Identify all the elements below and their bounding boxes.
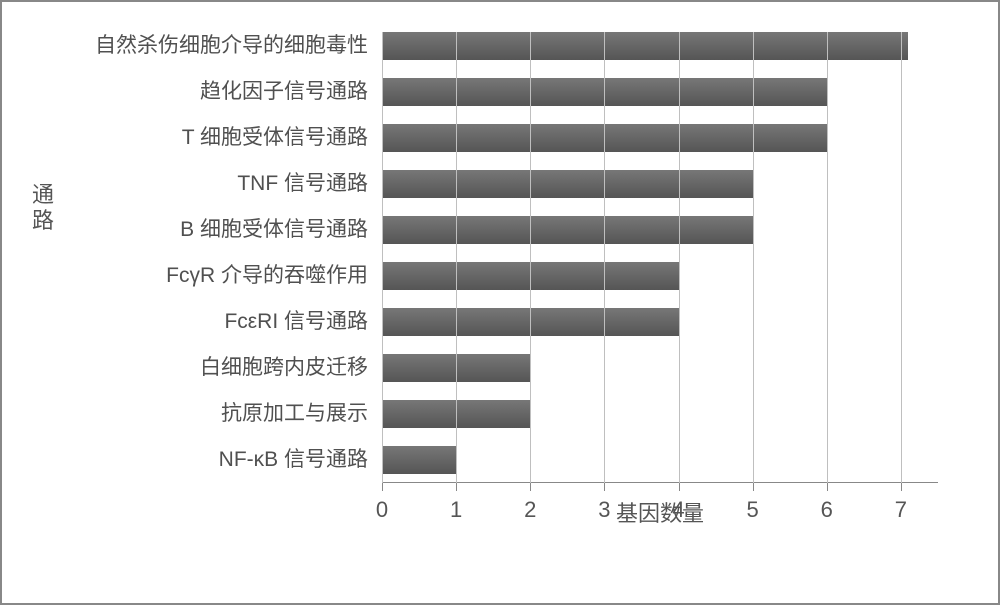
bar-row <box>382 170 938 198</box>
category-label: 白细胞跨内皮迁移 <box>38 354 368 382</box>
x-tick-label: 7 <box>895 497 907 523</box>
bar <box>382 32 908 60</box>
category-label: TNF 信号通路 <box>38 170 368 198</box>
bar-row <box>382 354 938 382</box>
grid-line <box>901 32 902 483</box>
grid-line <box>753 32 754 483</box>
tick-mark <box>382 483 383 491</box>
bar-row <box>382 308 938 336</box>
category-label: FcεRI 信号通路 <box>38 308 368 336</box>
category-label: T 细胞受体信号通路 <box>38 124 368 152</box>
chart-container: 通 路 自然杀伤细胞介导的细胞毒性趋化因子信号通路T 细胞受体信号通路TNF 信… <box>0 0 1000 605</box>
x-tick-label: 6 <box>821 497 833 523</box>
tick-mark <box>530 483 531 491</box>
grid-line <box>530 32 531 483</box>
tick-mark <box>456 483 457 491</box>
chart-inner: 通 路 自然杀伤细胞介导的细胞毒性趋化因子信号通路T 细胞受体信号通路TNF 信… <box>42 22 958 543</box>
grid-line <box>827 32 828 483</box>
x-axis-label: 基因数量 <box>616 496 704 528</box>
grid-line <box>679 32 680 483</box>
grid-line <box>382 32 383 483</box>
x-tick-label: 2 <box>524 497 536 523</box>
x-tick-label: 5 <box>747 497 759 523</box>
category-label: 趋化因子信号通路 <box>38 78 368 106</box>
bar-row <box>382 262 938 290</box>
tick-mark <box>901 483 902 491</box>
x-tick-label: 0 <box>376 497 388 523</box>
bar <box>382 170 753 198</box>
bar-row <box>382 216 938 244</box>
bar-row <box>382 32 938 60</box>
tick-mark <box>604 483 605 491</box>
category-label: B 细胞受体信号通路 <box>38 216 368 244</box>
bar-row <box>382 400 938 428</box>
bar-row <box>382 78 938 106</box>
bar <box>382 446 456 474</box>
category-label: FcγR 介导的吞噬作用 <box>38 262 368 290</box>
category-label: 自然杀伤细胞介导的细胞毒性 <box>38 32 368 60</box>
tick-mark <box>827 483 828 491</box>
tick-mark <box>679 483 680 491</box>
x-tick-label: 4 <box>672 497 684 523</box>
bars-group <box>382 32 938 483</box>
grid-line <box>604 32 605 483</box>
bar-row <box>382 124 938 152</box>
bar <box>382 216 753 244</box>
x-axis-line <box>382 482 938 483</box>
bar-row <box>382 446 938 474</box>
x-tick-label: 3 <box>598 497 610 523</box>
plot-area: 基因数量 01234567 <box>382 32 938 483</box>
category-label: 抗原加工与展示 <box>38 400 368 428</box>
x-tick-label: 1 <box>450 497 462 523</box>
tick-mark <box>753 483 754 491</box>
category-label: NF-κB 信号通路 <box>38 446 368 474</box>
grid-line <box>456 32 457 483</box>
